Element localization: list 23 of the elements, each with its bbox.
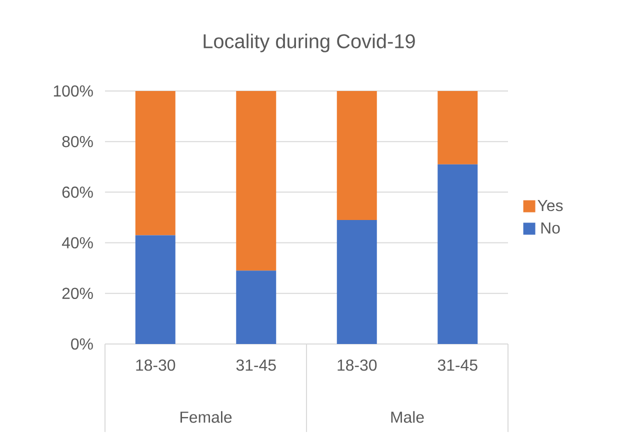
bar <box>135 235 176 344</box>
bar <box>336 220 377 344</box>
legend-label: Yes <box>538 200 563 212</box>
bar <box>336 90 377 220</box>
x-tick-label: 18-30 <box>338 360 377 371</box>
x-tick-label: 31-45 <box>438 360 478 371</box>
y-tick-label: 0% <box>71 338 93 350</box>
bar <box>236 90 276 271</box>
text: Male <box>391 411 424 423</box>
bar <box>236 270 276 344</box>
bar <box>438 90 478 164</box>
bar <box>135 90 176 236</box>
y-tick-label: 20% <box>62 288 93 300</box>
text: Female <box>180 411 232 423</box>
y-tick-label: 100% <box>54 85 93 97</box>
legend-label: No <box>541 222 560 234</box>
y-tick-label: 60% <box>62 186 93 198</box>
y-tick-label: 40% <box>62 237 93 248</box>
x-tick-label: 31-45 <box>236 360 276 371</box>
bar <box>438 164 478 344</box>
chart-title: Locality during Covid-19 <box>204 34 415 52</box>
y-tick-label: 80% <box>62 136 93 148</box>
x-tick-label: 18-30 <box>136 360 176 371</box>
